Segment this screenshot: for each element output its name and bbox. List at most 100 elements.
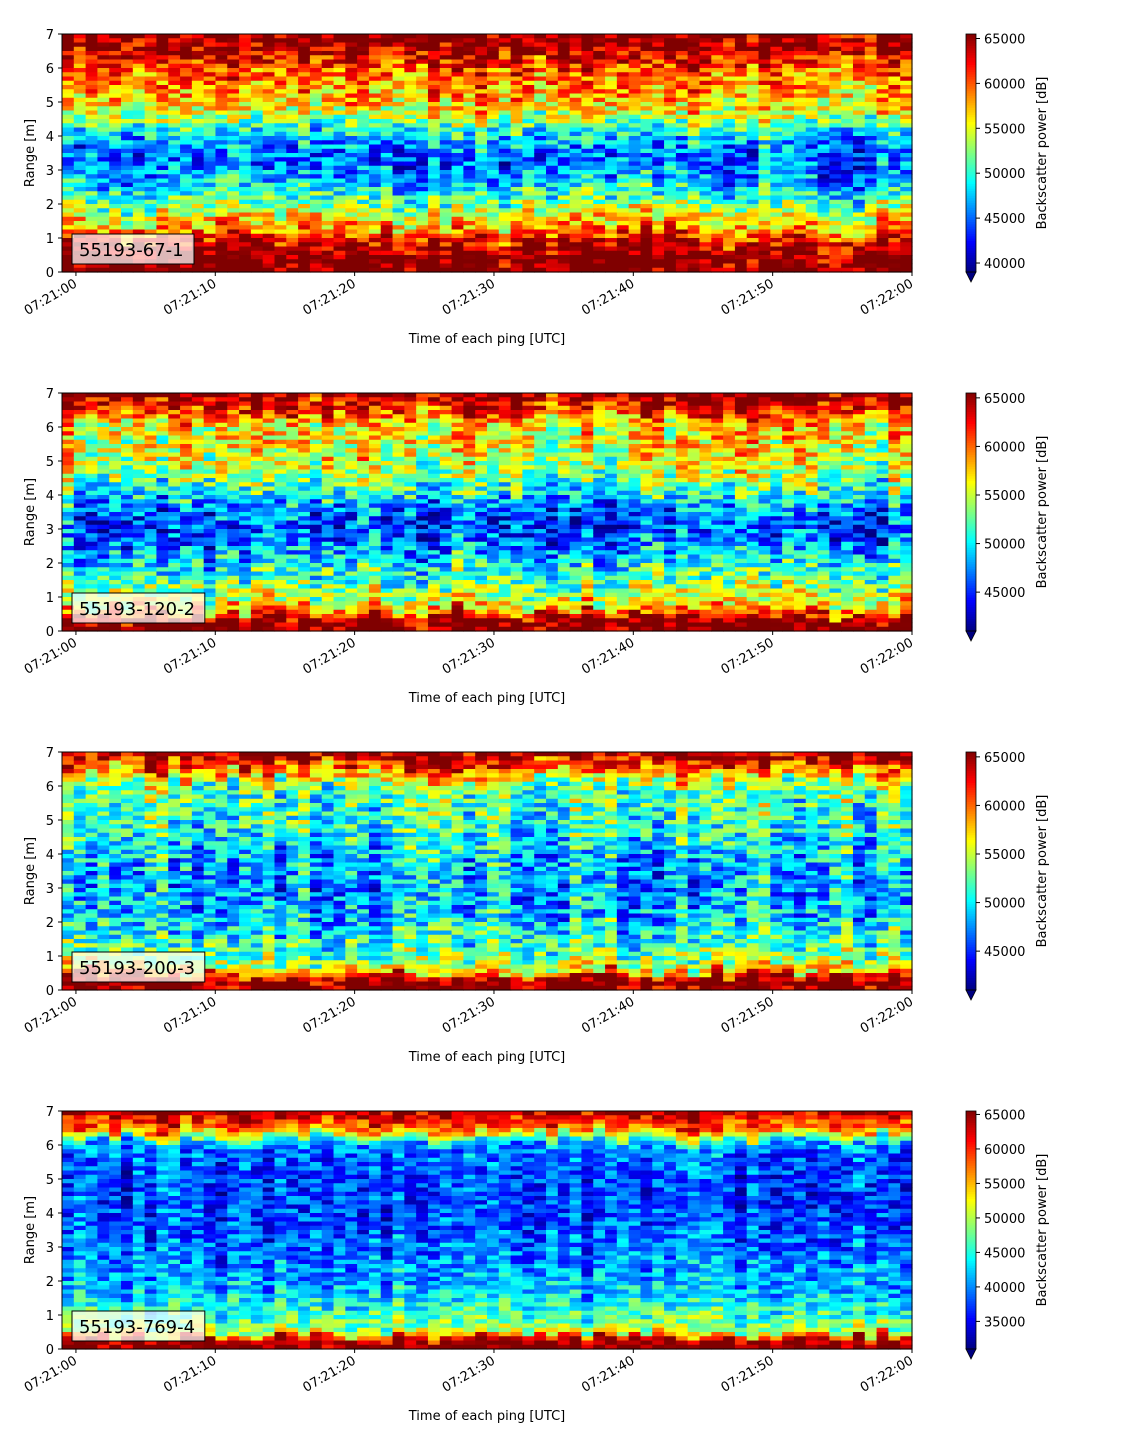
- heatmap-cell: [534, 191, 547, 197]
- colorbar-extend-arrow: [965, 271, 977, 283]
- heatmap-cell: [498, 216, 512, 222]
- heatmap-cell: [62, 537, 75, 543]
- heatmap-cell: [782, 97, 795, 103]
- heatmap-cell: [191, 72, 205, 78]
- heatmap-cell: [793, 255, 807, 260]
- heatmap-cell: [97, 208, 110, 214]
- heatmap-cell: [109, 410, 122, 415]
- heatmap-cell: [770, 38, 783, 44]
- heatmap-cell: [616, 136, 630, 141]
- heatmap-cell: [782, 157, 795, 163]
- heatmap-cell: [309, 161, 323, 167]
- heatmap-cell: [711, 89, 724, 95]
- heatmap-cell: [132, 478, 146, 483]
- heatmap-cell: [250, 187, 264, 192]
- heatmap-cell: [168, 119, 181, 124]
- heatmap-cell: [652, 55, 665, 61]
- panel-label-text: 55193-67-1: [79, 240, 184, 261]
- heatmap-cell: [121, 195, 134, 201]
- heatmap-cell: [380, 72, 394, 78]
- heatmap-cell: [73, 221, 87, 226]
- heatmap-cell: [427, 106, 441, 112]
- heatmap-cell: [262, 144, 276, 150]
- heatmap-cell: [392, 119, 405, 124]
- heatmap-cell: [675, 187, 689, 192]
- heatmap-cell: [368, 123, 382, 129]
- heatmap-cell: [498, 208, 512, 214]
- heatmap-cell: [121, 448, 134, 454]
- heatmap-cell: [687, 170, 701, 175]
- heatmap-cell: [534, 89, 547, 95]
- heatmap-cell: [286, 170, 299, 175]
- heatmap-cell: [203, 524, 217, 530]
- heatmap-cell: [168, 148, 181, 154]
- heatmap-cell: [121, 588, 134, 594]
- heatmap-cell: [841, 131, 854, 137]
- heatmap-cell: [664, 233, 677, 239]
- heatmap-cell: [640, 187, 653, 192]
- heatmap-cell: [380, 199, 394, 205]
- heatmap-cell: [144, 131, 158, 137]
- heatmap-cell: [805, 161, 819, 167]
- heatmap-cell: [876, 204, 889, 209]
- heatmap-cell: [782, 131, 795, 137]
- heatmap-cell: [191, 444, 205, 449]
- heatmap-cell: [664, 144, 677, 150]
- heatmap-cell: [746, 42, 760, 48]
- heatmap-cell: [191, 34, 205, 39]
- heatmap-cell: [734, 204, 748, 209]
- heatmap-cell: [557, 106, 571, 112]
- heatmap-cell: [605, 97, 618, 103]
- heatmap-cell: [852, 221, 866, 226]
- heatmap-cell: [498, 51, 512, 56]
- heatmap-cell: [62, 170, 75, 175]
- heatmap-cell: [274, 119, 287, 124]
- heatmap-cell: [180, 469, 193, 475]
- heatmap-cell: [380, 93, 394, 99]
- heatmap-cell: [498, 76, 512, 82]
- heatmap-cell: [227, 212, 240, 218]
- heatmap-cell: [876, 34, 889, 39]
- heatmap-cell: [734, 140, 748, 146]
- heatmap-cell: [427, 208, 441, 214]
- heatmap-cell: [109, 199, 122, 205]
- heatmap-cell: [522, 204, 535, 209]
- heatmap-cell: [758, 246, 771, 252]
- heatmap-cell: [841, 144, 854, 150]
- heatmap-cell: [215, 42, 228, 48]
- heatmap-cell: [191, 208, 205, 214]
- heatmap-cell: [286, 259, 299, 265]
- heatmap-cell: [62, 499, 75, 505]
- heatmap-cell: [439, 144, 453, 150]
- heatmap-cell: [723, 161, 736, 167]
- colorbar-frame: [965, 33, 977, 273]
- heatmap-cell: [734, 221, 748, 226]
- heatmap-cell: [203, 89, 217, 95]
- heatmap-cell: [498, 59, 512, 65]
- heatmap-cell: [522, 123, 535, 129]
- heatmap-cell: [321, 106, 335, 112]
- heatmap-cell: [640, 72, 653, 78]
- heatmap-cell: [711, 259, 724, 265]
- heatmap-cell: [168, 59, 181, 65]
- heatmap-cell: [404, 233, 417, 239]
- heatmap-cell: [723, 119, 736, 124]
- heatmap-cell: [841, 221, 854, 226]
- heatmap-cell: [180, 546, 193, 551]
- heatmap-cell: [841, 80, 854, 86]
- heatmap-cell: [73, 191, 87, 197]
- heatmap-cell: [132, 550, 146, 556]
- heatmap-cell: [62, 601, 75, 607]
- heatmap-cell: [675, 68, 689, 73]
- heatmap-cell: [534, 267, 547, 273]
- heatmap-cell: [298, 68, 311, 73]
- heatmap-cell: [652, 59, 665, 65]
- heatmap-cell: [817, 93, 830, 99]
- heatmap-cell: [534, 233, 547, 239]
- heatmap-cell: [239, 259, 252, 265]
- heatmap-cell: [215, 456, 228, 462]
- heatmap-cell: [416, 34, 429, 39]
- heatmap-cell: [144, 558, 158, 564]
- heatmap-cell: [793, 97, 807, 103]
- heatmap-cell: [416, 63, 429, 69]
